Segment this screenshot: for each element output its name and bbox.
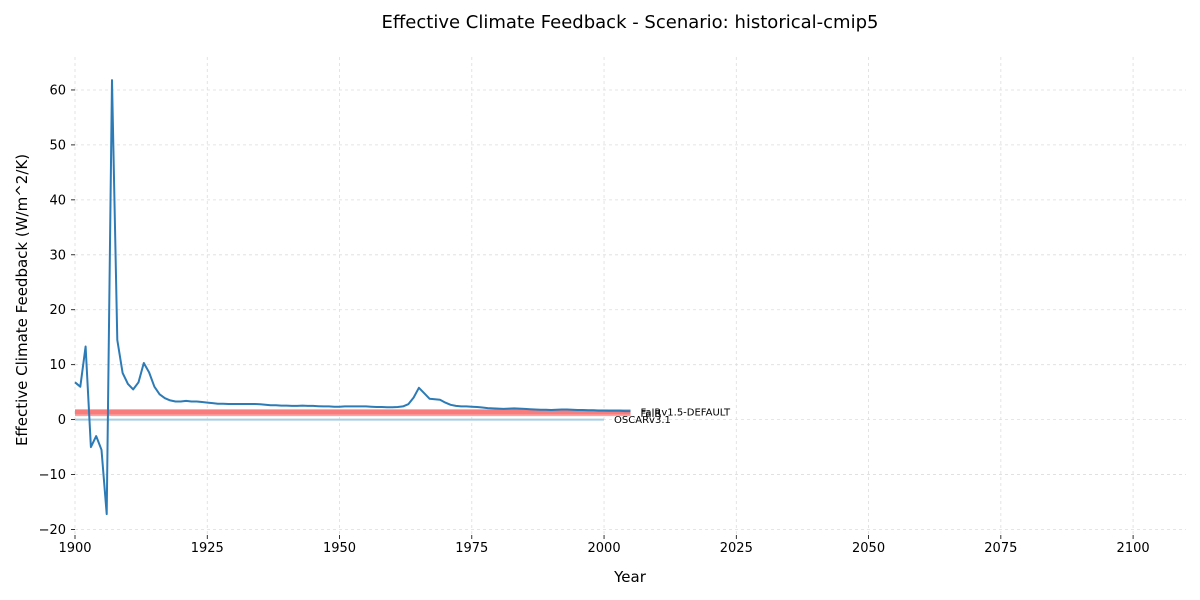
x-tick-label: 1950: [323, 541, 356, 556]
grid: [74, 57, 1186, 535]
x-tick-label: 2100: [1117, 541, 1150, 556]
series-label: FaIRv1.5-DEFAULT: [641, 407, 731, 418]
y-tick-label: −20: [39, 523, 66, 538]
x-tick-label: 1975: [455, 541, 488, 556]
x-tick-label: 2050: [852, 541, 885, 556]
y-axis-ticks: −20 −10 0 10 20 30 40 50 60: [39, 83, 75, 538]
series-label: FaIR: [641, 409, 662, 420]
y-tick-label: 60: [49, 83, 66, 98]
series-layer: [74, 79, 631, 516]
series-line: [74, 79, 631, 516]
x-tick-label: 1900: [58, 541, 91, 556]
x-tick-label: 1925: [191, 541, 224, 556]
y-axis-label: Effective Climate Feedback (W/m^2/K): [13, 154, 31, 446]
x-tick-label: 2000: [588, 541, 621, 556]
x-tick-label: 2075: [984, 541, 1017, 556]
y-tick-label: 20: [49, 303, 66, 318]
x-tick-label: 2025: [720, 541, 753, 556]
y-tick-label: 40: [49, 193, 66, 208]
y-tick-label: 0: [58, 413, 66, 428]
series-label: OSCARv3.1: [614, 415, 671, 426]
x-axis-label: Year: [613, 568, 647, 586]
y-tick-label: 30: [49, 248, 66, 263]
y-tick-label: −10: [39, 468, 66, 483]
x-axis-ticks: 1900 1925 1950 1975 2000 2025 2050 2075 2100: [58, 535, 1150, 556]
y-tick-label: 50: [49, 138, 66, 153]
y-tick-label: 10: [49, 358, 66, 373]
chart-title: Effective Climate Feedback - Scenario: h…: [381, 12, 879, 33]
